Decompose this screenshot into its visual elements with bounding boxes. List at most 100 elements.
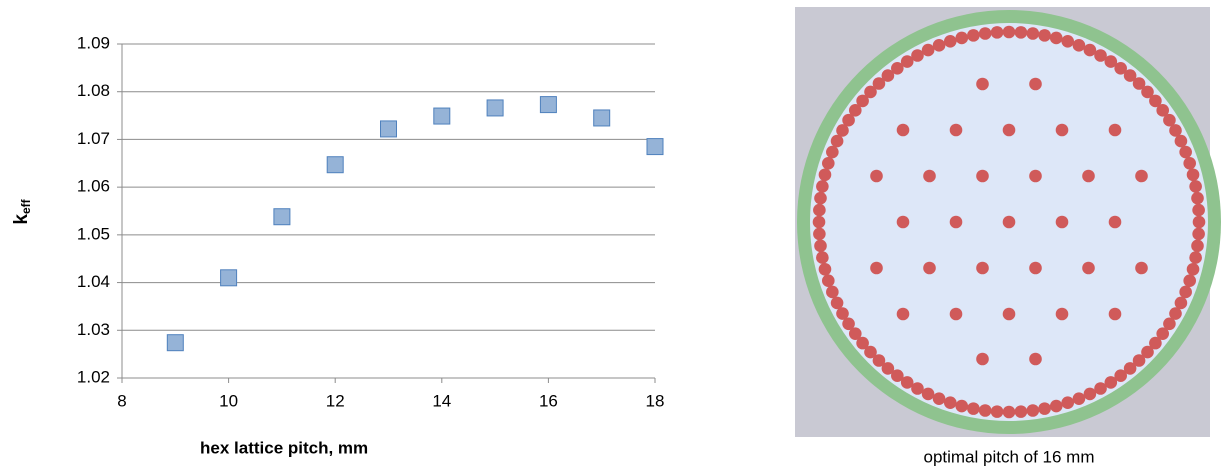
ring-pin	[813, 203, 826, 217]
ring-pin	[1191, 239, 1204, 253]
lattice-pin	[976, 77, 989, 91]
lattice-pin	[1002, 307, 1016, 321]
x-tick-label: 16	[539, 391, 558, 410]
lattice-pin	[1002, 123, 1016, 137]
marker	[646, 138, 664, 156]
lattice-pin	[1082, 169, 1095, 183]
lattice-pin	[1135, 261, 1148, 275]
ring-pin	[1014, 405, 1028, 418]
ring-pin	[836, 307, 849, 320]
ring-pin	[967, 29, 980, 42]
lattice-pin	[976, 169, 989, 183]
lattice-pin	[1055, 215, 1069, 229]
ring-pin	[814, 191, 827, 205]
x-tick-label: 18	[646, 391, 665, 410]
ring-pin	[911, 49, 924, 62]
ring-pin	[921, 387, 935, 401]
ring-pin	[816, 180, 829, 193]
ring-pin	[911, 382, 924, 395]
marker	[166, 334, 184, 352]
ring-pin	[1186, 262, 1200, 276]
lattice-pin	[1082, 261, 1095, 275]
ring-pin	[1049, 31, 1063, 45]
marker	[326, 156, 344, 174]
x-tick-label: 12	[326, 391, 345, 410]
ring-pin	[1163, 317, 1176, 331]
ring-pin	[1002, 25, 1016, 39]
ring-pin	[1192, 203, 1205, 217]
ring-pin	[1002, 405, 1016, 419]
ring-pin	[814, 239, 827, 253]
ring-pin	[1061, 34, 1075, 48]
y-tick-label: 1.02	[77, 367, 110, 386]
ring-pin	[1183, 156, 1197, 170]
x-tick-label: 14	[432, 391, 451, 410]
ring-pin	[1141, 85, 1154, 99]
ring-pin	[1163, 113, 1176, 127]
ring-pin	[891, 61, 904, 75]
ring-pin	[932, 392, 946, 405]
y-axis-title-sub: eff	[19, 198, 33, 214]
ring-pin	[1083, 387, 1097, 401]
lattice-pin	[976, 352, 989, 366]
ring-pin	[1192, 215, 1206, 229]
lattice-pin	[1029, 261, 1042, 275]
marker	[539, 96, 557, 114]
ring-pin	[826, 145, 839, 159]
lattice-pin	[1029, 77, 1042, 91]
diagram-caption: optimal pitch of 16 mm	[923, 447, 1094, 466]
lattice-pin	[896, 307, 910, 321]
lattice-pin	[1108, 307, 1122, 321]
marker	[273, 208, 291, 226]
marker	[433, 107, 451, 125]
y-tick-label: 1.04	[77, 272, 110, 291]
ring-pin	[1169, 307, 1182, 320]
lattice-pin	[923, 261, 936, 275]
ring-pin	[1104, 55, 1118, 68]
ring-pin	[1026, 27, 1040, 40]
marker	[220, 269, 238, 287]
ring-pin	[1156, 104, 1170, 117]
ring-pin	[1104, 376, 1118, 389]
ring-pin	[900, 376, 914, 389]
y-tick-label: 1.03	[77, 320, 110, 339]
ring-pin	[1174, 134, 1188, 148]
ring-pin	[1123, 362, 1137, 375]
ring-pin	[1038, 29, 1051, 42]
ring-pin	[1132, 77, 1146, 90]
ring-pin	[1072, 39, 1086, 52]
ring-pin	[856, 94, 869, 108]
ring-pin	[1191, 191, 1204, 205]
ring-pin	[932, 39, 946, 52]
ring-pin	[978, 27, 992, 40]
ring-pin	[1169, 124, 1182, 137]
y-tick-label: 1.05	[77, 224, 110, 243]
lattice-pin	[870, 169, 883, 183]
lattice-pin	[896, 123, 910, 137]
ring-pin	[836, 124, 849, 137]
ring-pin	[1149, 94, 1162, 108]
ring-pin	[1038, 402, 1051, 415]
ring-pin	[978, 404, 992, 417]
ring-pin	[1141, 345, 1154, 359]
ring-pin	[864, 85, 877, 99]
ring-pin	[821, 274, 835, 288]
ring-pin	[1094, 382, 1107, 395]
ring-pin	[1132, 354, 1146, 367]
ring-pin	[848, 327, 862, 340]
ring-pin	[864, 345, 877, 359]
y-axis-title: keff	[11, 198, 33, 224]
ring-pin	[826, 285, 839, 299]
ring-pin	[1083, 43, 1097, 57]
ring-pin	[1049, 399, 1063, 413]
y-tick-label: 1.09	[77, 33, 110, 52]
ring-pin	[881, 362, 895, 375]
ring-pin	[943, 396, 957, 410]
ring-pin	[812, 215, 826, 229]
lattice-pin	[949, 215, 963, 229]
ring-pin	[872, 354, 886, 367]
marker	[486, 99, 504, 117]
ring-pin	[990, 26, 1004, 39]
